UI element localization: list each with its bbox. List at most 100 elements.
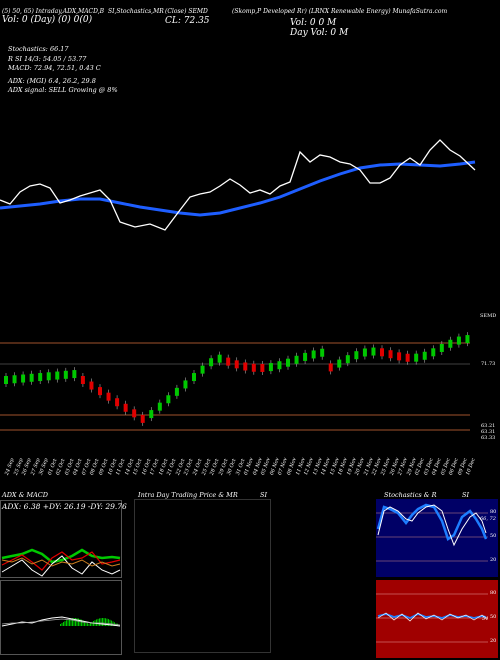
candle-body [311,350,316,359]
macd-bar [97,618,99,626]
header-volume-left: Vol: 0 (Day) (0) 0(0) [2,15,93,25]
candle-body [89,381,94,390]
candle-body [448,339,453,348]
macd-histogram [60,618,118,626]
candle-body [149,410,154,419]
macd-bar [100,618,102,626]
macd-bar [67,619,69,626]
macd-bar [99,618,100,626]
rsi-line-white [377,612,487,622]
candle-body [243,362,248,371]
candle-body [123,403,128,412]
candle-body [115,398,120,407]
adx-line-white [1,555,121,577]
intraday-panel-title-2: SI [260,491,268,499]
candle-body [456,336,461,345]
candle-body [380,348,384,357]
candle-body [286,358,290,367]
info-stochastics: Stochastics: 66.17 [8,45,69,53]
candle-body [439,343,444,352]
candle-body [4,376,8,384]
info-adx: ADX: (MGI) 6.4, 26.2, 29.8 [8,77,96,85]
candle-body [157,402,162,411]
stoch-tick-20: 20 [490,557,497,563]
adx-line-red [1,551,121,571]
macd-bar [108,619,109,626]
price-label-mid: 71.73 [481,361,496,367]
macd-bar [109,619,111,626]
info-rsi: R SI 14/3: 54.05 / 53.77 [8,55,87,63]
adx-line-orange [1,557,121,567]
candle-body [354,351,359,360]
macd-bar [66,620,67,626]
candle-body [174,387,179,396]
candle-body [345,355,350,364]
macd-bar [112,621,114,626]
info-adx-signal: ADX signal: SELL Growing @ 8% [8,86,118,94]
adx-values: ADX: 6.38 +DY: 26.19 -DY: 29.76 [2,502,127,511]
candle-body [12,375,17,384]
candle-body [98,387,102,396]
macd-bar [103,618,105,626]
macd-bar [72,618,73,626]
candles-group [4,332,470,426]
macd-bar [84,621,85,626]
stoch-tick-50: 50 [490,533,497,539]
candle-body [192,373,196,382]
macd-bar [105,618,106,626]
candle-body [38,373,43,382]
price-label-top: SEMD [480,313,497,319]
macd-bar [87,623,88,626]
candle-body [277,361,282,370]
candle-body [132,409,137,418]
header-day-volume: Day Vol: 0 M [290,28,349,38]
stoch-panel-title-2: SI [462,491,470,499]
candle-body [465,335,470,344]
candle-body [431,348,436,357]
header-close-label: (Close) SEMD [165,8,208,15]
candle-body [397,352,402,361]
adx-panel-title: ADX & MACD [2,491,48,499]
adx-panel [0,500,122,578]
header-ticker-info: (5) 50, 65) Intraday,ADX,MACD,B [2,8,105,15]
macd-bar [61,623,63,626]
price-ma-chart [0,139,476,231]
rsi-tick-50: 50 [490,614,497,620]
macd-bar [111,620,112,626]
rsi-panel [376,580,498,658]
candle-body [320,348,325,357]
candle-body [80,376,85,384]
stochastics-panel [376,499,498,577]
price-line [0,139,476,231]
candle-body [21,374,26,383]
candle-body [140,414,145,423]
chart-header-line1: (5) 50, 65) Intraday,ADX,MACD,B [2,8,104,15]
macd-bar [90,622,91,626]
candle-body [46,372,51,381]
stoch-tick-80: 80 [490,509,497,515]
header-volume: Vol: 0 0 M [290,18,337,28]
candle-body [72,370,77,379]
macd-line [1,616,121,627]
candle-body [226,357,231,366]
candle-body [328,363,333,372]
candle-body [234,360,239,369]
candle-body [209,358,214,367]
candle-body [268,363,273,372]
candle-body [422,351,427,360]
adx-line-green [1,548,121,564]
candle-body [29,373,34,382]
intraday-panel-title: Intra Day Trading Price & MR [138,491,238,499]
rsi-value: 54 [482,616,489,622]
candle-body [388,350,393,359]
candle-body [251,363,256,372]
macd-bar [60,624,61,626]
macd-bar [76,618,78,626]
rsi-line-blue [377,613,487,619]
macd-bar [85,622,87,626]
macd-bar [102,618,103,626]
candle-body [55,371,60,380]
macd-bar [64,621,66,626]
header-company-name: (Skomp,P Developed Rr) (LRNX Renewable E… [232,8,448,15]
macd-bar [79,619,81,626]
